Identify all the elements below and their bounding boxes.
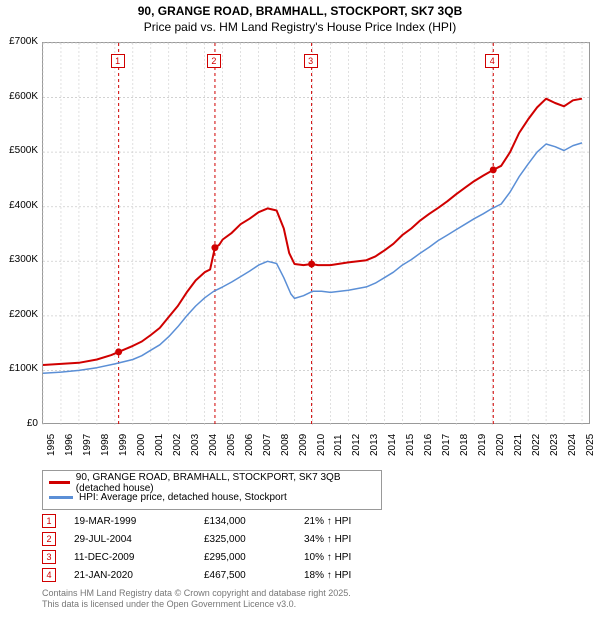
x-tick-label: 2000	[136, 434, 147, 456]
legend-swatch	[49, 496, 73, 499]
chart-plot-area	[42, 42, 590, 424]
footer-line1: Contains HM Land Registry data © Crown c…	[42, 588, 351, 599]
sale-price: £134,000	[204, 516, 304, 527]
sale-pct: 10% ↑ HPI	[304, 552, 404, 563]
chart-container: 90, GRANGE ROAD, BRAMHALL, STOCKPORT, SK…	[0, 0, 600, 620]
sale-index-box: 4	[42, 568, 56, 582]
footer-attribution: Contains HM Land Registry data © Crown c…	[42, 588, 351, 611]
sale-row: 4 21-JAN-2020£467,50018% ↑ HPI	[42, 566, 404, 584]
x-tick-label: 2010	[316, 434, 327, 456]
title-block: 90, GRANGE ROAD, BRAMHALL, STOCKPORT, SK…	[0, 0, 600, 35]
legend: 90, GRANGE ROAD, BRAMHALL, STOCKPORT, SK…	[42, 470, 382, 510]
sale-marker-4: 4	[485, 54, 499, 68]
sale-row: 3 11-DEC-2009£295,00010% ↑ HPI	[42, 548, 404, 566]
x-tick-label: 2011	[333, 434, 344, 456]
sales-table: 1 19-MAR-1999£134,00021% ↑ HPI 2 29-JUL-200…	[42, 512, 404, 584]
chart-svg	[43, 43, 589, 423]
sale-date: 21-JAN-2020	[74, 570, 204, 581]
x-tick-label: 2023	[549, 434, 560, 456]
x-tick-label: 2012	[351, 434, 362, 456]
sale-price: £325,000	[204, 534, 304, 545]
y-tick-label: £0	[0, 418, 38, 429]
x-tick-label: 2018	[459, 434, 470, 456]
footer-line2: This data is licensed under the Open Gov…	[42, 599, 351, 610]
legend-label: HPI: Average price, detached house, Stoc…	[79, 492, 287, 503]
y-tick-label: £600K	[0, 91, 38, 102]
sale-marker-2: 2	[207, 54, 221, 68]
x-tick-label: 2024	[567, 434, 578, 456]
x-tick-label: 2009	[298, 434, 309, 456]
sale-price: £295,000	[204, 552, 304, 563]
x-tick-label: 1999	[118, 434, 129, 456]
x-tick-label: 2003	[190, 434, 201, 456]
sale-pct: 34% ↑ HPI	[304, 534, 404, 545]
x-tick-label: 2022	[531, 434, 542, 456]
sale-row: 2 29-JUL-2004£325,00034% ↑ HPI	[42, 530, 404, 548]
title-address: 90, GRANGE ROAD, BRAMHALL, STOCKPORT, SK…	[0, 4, 600, 20]
sale-row: 1 19-MAR-1999£134,00021% ↑ HPI	[42, 512, 404, 530]
x-tick-label: 2020	[495, 434, 506, 456]
x-tick-label: 2015	[405, 434, 416, 456]
x-tick-label: 2019	[477, 434, 488, 456]
y-tick-label: £100K	[0, 363, 38, 374]
x-tick-label: 1995	[46, 434, 57, 456]
x-tick-label: 2005	[226, 434, 237, 456]
sale-date: 19-MAR-1999	[74, 516, 204, 527]
y-tick-label: £500K	[0, 145, 38, 156]
legend-item: 90, GRANGE ROAD, BRAMHALL, STOCKPORT, SK…	[49, 475, 375, 490]
y-tick-label: £400K	[0, 200, 38, 211]
x-tick-label: 2017	[441, 434, 452, 456]
x-tick-label: 2001	[154, 434, 165, 456]
x-tick-label: 2002	[172, 434, 183, 456]
sale-pct: 18% ↑ HPI	[304, 570, 404, 581]
sale-date: 11-DEC-2009	[74, 552, 204, 563]
sale-index-box: 2	[42, 532, 56, 546]
x-tick-label: 2014	[387, 434, 398, 456]
sale-marker-1: 1	[111, 54, 125, 68]
x-tick-label: 1997	[82, 434, 93, 456]
x-tick-label: 2025	[585, 434, 596, 456]
sale-price: £467,500	[204, 570, 304, 581]
x-tick-label: 2007	[262, 434, 273, 456]
x-tick-label: 2004	[208, 434, 219, 456]
sale-date: 29-JUL-2004	[74, 534, 204, 545]
y-tick-label: £200K	[0, 309, 38, 320]
sale-pct: 21% ↑ HPI	[304, 516, 404, 527]
x-tick-label: 1996	[64, 434, 75, 456]
x-tick-label: 2021	[513, 434, 524, 456]
legend-label: 90, GRANGE ROAD, BRAMHALL, STOCKPORT, SK…	[76, 472, 375, 494]
sale-marker-3: 3	[304, 54, 318, 68]
y-tick-label: £300K	[0, 254, 38, 265]
x-tick-label: 2008	[280, 434, 291, 456]
legend-swatch	[49, 481, 70, 484]
x-tick-label: 2006	[244, 434, 255, 456]
x-tick-label: 1998	[100, 434, 111, 456]
sale-index-box: 1	[42, 514, 56, 528]
x-tick-label: 2013	[369, 434, 380, 456]
y-tick-label: £700K	[0, 36, 38, 47]
sale-index-box: 3	[42, 550, 56, 564]
x-tick-label: 2016	[423, 434, 434, 456]
title-subtitle: Price paid vs. HM Land Registry's House …	[0, 20, 600, 36]
